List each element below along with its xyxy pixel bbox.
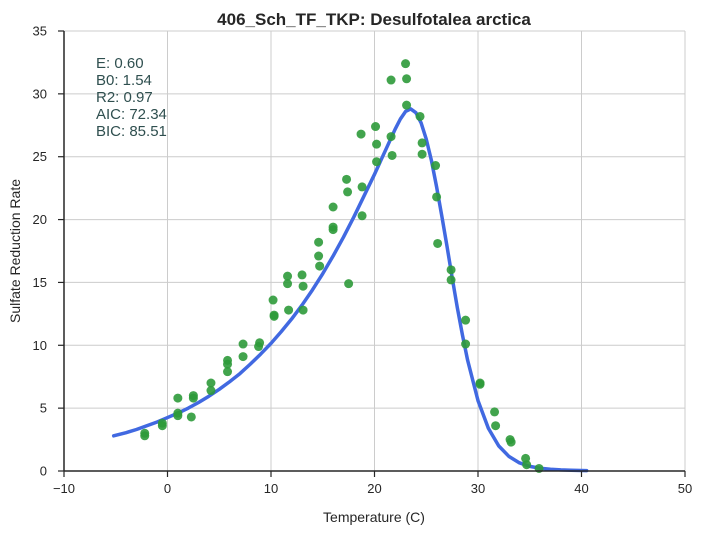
data-point — [206, 378, 216, 388]
data-point — [490, 407, 500, 417]
stat-bic: BIC: 85.51 — [96, 123, 167, 140]
data-point — [357, 182, 367, 192]
data-point — [506, 437, 516, 447]
data-point — [401, 59, 411, 69]
data-point — [372, 157, 382, 167]
data-point — [206, 386, 216, 396]
data-point — [298, 281, 308, 291]
data-point — [417, 149, 427, 159]
data-point — [188, 393, 198, 403]
data-point — [415, 111, 425, 121]
y-tick-label: 5 — [40, 401, 47, 416]
y-tick-label: 10 — [33, 338, 47, 353]
y-tick-label: 25 — [33, 149, 47, 164]
data-point — [314, 251, 324, 261]
data-point — [402, 100, 412, 110]
data-point — [387, 150, 397, 160]
data-point — [173, 411, 183, 421]
y-tick-label: 30 — [33, 86, 47, 101]
data-point — [446, 265, 456, 275]
data-point — [255, 338, 265, 348]
data-point — [269, 311, 279, 321]
data-point — [140, 431, 150, 441]
stat-b0: B0: 1.54 — [96, 72, 152, 89]
data-point — [433, 238, 443, 248]
x-tick-label: 10 — [264, 481, 278, 496]
x-tick-label: 50 — [678, 481, 692, 496]
x-tick-label: 30 — [471, 481, 485, 496]
data-point — [522, 460, 532, 470]
data-point — [315, 261, 325, 271]
stat-e: E: 0.60 — [96, 55, 144, 72]
data-point — [157, 421, 167, 431]
y-tick-label: 35 — [33, 24, 47, 39]
data-points-layer — [140, 59, 544, 473]
data-point — [223, 359, 233, 369]
x-tick-label: −10 — [53, 481, 75, 496]
data-point — [386, 75, 396, 85]
fit-stats-box: E: 0.60 B0: 1.54 R2: 0.97 AIC: 72.34 BIC… — [96, 55, 167, 140]
x-tick-label: 0 — [164, 481, 171, 496]
data-point — [372, 139, 382, 149]
y-tick-label: 0 — [40, 464, 47, 479]
data-point — [342, 174, 352, 184]
data-point — [461, 315, 471, 325]
data-point — [343, 187, 353, 197]
data-point — [432, 192, 442, 202]
data-point — [491, 421, 501, 431]
data-point — [328, 225, 338, 235]
data-point — [173, 393, 183, 403]
chart-title: 406_Sch_TF_TKP: Desulfotalea arctica — [217, 10, 531, 29]
data-point — [417, 138, 427, 148]
data-point — [461, 339, 471, 349]
data-point — [283, 271, 293, 281]
x-axis-label: Temperature (C) — [323, 509, 425, 525]
stat-aic: AIC: 72.34 — [96, 106, 167, 123]
x-tick-label: 40 — [574, 481, 588, 496]
data-point — [356, 129, 366, 139]
y-tick-label: 20 — [33, 212, 47, 227]
x-ticks: −10 0 10 20 30 40 50 — [53, 471, 692, 496]
data-point — [328, 202, 338, 212]
x-tick-label: 20 — [367, 481, 381, 496]
y-ticks: 0 5 10 15 20 25 30 35 — [33, 24, 64, 479]
data-point — [357, 211, 367, 221]
data-point — [344, 279, 354, 289]
data-point — [297, 270, 307, 280]
y-axis-label: Sulfate Reduction Rate — [7, 179, 23, 323]
data-point — [402, 74, 412, 84]
data-point — [298, 305, 308, 315]
data-point — [223, 367, 233, 377]
data-point — [238, 352, 248, 362]
data-point — [386, 132, 396, 142]
data-point — [431, 161, 441, 171]
data-point — [238, 339, 248, 349]
data-point — [314, 237, 324, 247]
y-tick-label: 15 — [33, 275, 47, 290]
data-point — [475, 379, 485, 389]
data-point — [284, 305, 294, 315]
data-point — [186, 412, 196, 422]
stat-r2: R2: 0.97 — [96, 89, 153, 106]
data-point — [446, 275, 456, 285]
data-point — [283, 279, 293, 289]
data-point — [371, 122, 381, 132]
data-point — [268, 295, 278, 305]
